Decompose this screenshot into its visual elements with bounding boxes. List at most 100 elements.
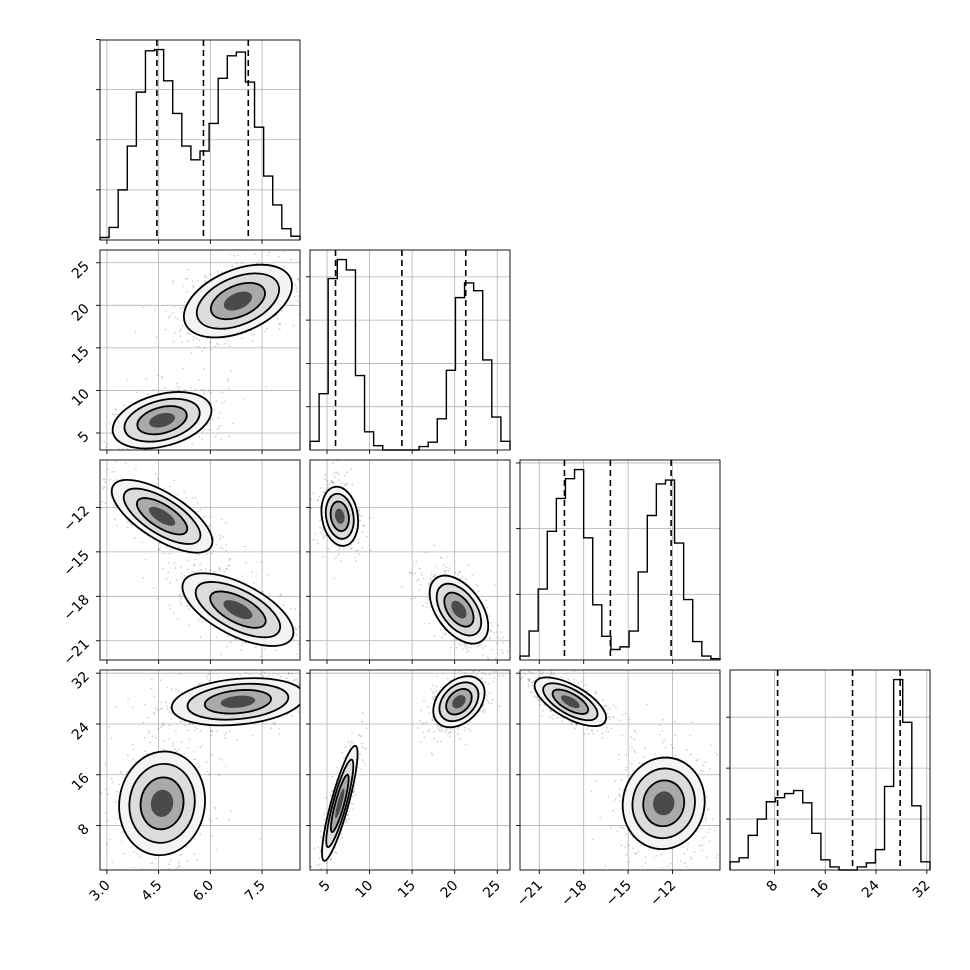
contour-level-3 [642, 779, 686, 828]
scatter-point [136, 853, 139, 855]
scatter-point [229, 557, 232, 560]
scatter-point [296, 299, 299, 302]
scatter-point [134, 761, 137, 763]
contour-level-3 [443, 591, 475, 628]
scatter-point [322, 537, 325, 540]
scatter-point [106, 820, 109, 822]
contour-level-3 [203, 689, 272, 715]
scatter-point [186, 277, 189, 280]
scatter-point [283, 250, 285, 253]
scatter-point [266, 573, 269, 576]
scatter-point [325, 796, 328, 799]
scatter-point [364, 747, 367, 750]
scatter-point [301, 675, 303, 677]
scatter-point [646, 703, 648, 706]
scatter-point [716, 753, 718, 756]
scatter-point [178, 547, 180, 549]
scatter-point [322, 873, 324, 875]
scatter-point [158, 548, 160, 551]
y-tick-label: 15 [69, 343, 93, 367]
scatter-point [683, 852, 686, 855]
scatter-point [359, 519, 362, 522]
panel-frame [309, 249, 511, 451]
scatter-point [281, 310, 284, 312]
scatter-point [102, 478, 105, 481]
scatter-point [105, 446, 108, 449]
contour-level-2 [438, 681, 480, 723]
scatter-point [126, 753, 129, 756]
scatter-point [312, 293, 314, 295]
scatter-point [217, 774, 220, 777]
scatter-point [104, 478, 107, 480]
scatter-point [465, 655, 467, 657]
scatter-point [128, 454, 130, 456]
scatter-point [633, 749, 636, 752]
scatter-point [126, 378, 129, 381]
scatter-point [481, 653, 484, 656]
scatter-point [321, 873, 323, 875]
scatter-point [194, 558, 197, 561]
scatter-point [197, 345, 200, 348]
scatter-point [213, 408, 216, 411]
scatter-point [702, 837, 705, 840]
scatter-point [690, 856, 693, 859]
scatter-point [276, 317, 279, 320]
scatter-point [709, 744, 712, 747]
scatter-point [295, 287, 298, 289]
scatter-point [145, 377, 148, 380]
scatter-point [193, 725, 196, 728]
scatter-point [480, 643, 483, 646]
scatter-point [180, 720, 183, 723]
histogram-4: 8 16 24 32 [726, 669, 934, 901]
scatter-point [624, 769, 627, 771]
scatter-point [192, 284, 195, 287]
scatter-point [366, 535, 368, 538]
grid-lines [730, 670, 930, 870]
scatter-point [432, 696, 434, 698]
scatter-point [253, 581, 255, 584]
scatter-point [225, 567, 227, 570]
scatter-point [326, 875, 328, 877]
scatter-point [315, 878, 317, 880]
scatter-point [283, 264, 285, 267]
scatter-point [298, 313, 300, 316]
scatter-point [488, 637, 491, 640]
scatter-point [302, 522, 304, 524]
scatter-point [507, 650, 509, 653]
scatter-point [111, 413, 114, 415]
scatter-point [291, 672, 293, 675]
contour-level-3 [445, 688, 473, 716]
scatter-point [203, 515, 206, 518]
scatter-point [476, 585, 479, 587]
scatter-point [431, 753, 434, 756]
scatter-4-vs-2: 5 10 15 20 25 [306, 655, 511, 901]
contour-level-1 [181, 572, 295, 647]
scatter-point [433, 544, 436, 547]
scatter-point [176, 385, 179, 388]
scatter-point [98, 492, 100, 494]
scatter-point [429, 688, 432, 691]
scatter-point [251, 340, 254, 342]
scatter-point [239, 674, 241, 677]
scatter-point [326, 486, 329, 489]
scatter-point [457, 728, 460, 731]
scatter-point [268, 251, 271, 254]
scatter-point [689, 753, 691, 756]
scatter-point [264, 330, 267, 333]
scatter-point [466, 651, 468, 654]
scatter-point [216, 848, 219, 851]
scatter-point [714, 751, 717, 754]
scatter-point [135, 391, 138, 394]
scatter-point [229, 641, 232, 644]
scatter-point [490, 630, 493, 633]
scatter-point [228, 818, 231, 821]
scatter-point [674, 734, 677, 737]
scatter-point [210, 734, 213, 737]
scatter-point [164, 310, 167, 313]
scatter-point [346, 813, 349, 816]
scatter-point [117, 817, 120, 820]
scatter-point [167, 561, 170, 564]
scatter-point [428, 582, 431, 585]
scatter-point [427, 728, 430, 731]
scatter-point [153, 713, 156, 716]
